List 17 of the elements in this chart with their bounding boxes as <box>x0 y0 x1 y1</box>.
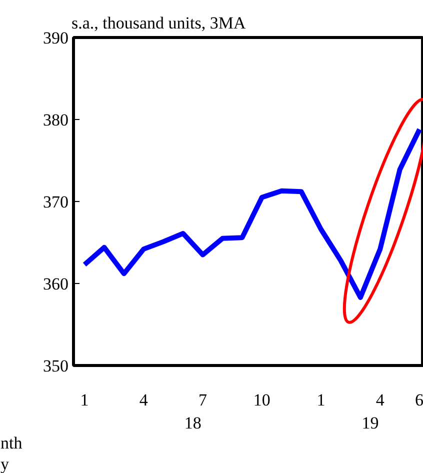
y-tick-label: 350 <box>43 356 68 376</box>
y-tick-label: 380 <box>43 110 68 130</box>
text: 19 <box>362 414 379 432</box>
x-tick-label: 1 <box>316 390 326 410</box>
x-tick-label: 10 <box>253 390 270 410</box>
y-tick-label: 370 <box>43 192 68 212</box>
x-tick-label: 4 <box>139 390 148 410</box>
y-tick-label: 390 <box>43 28 68 48</box>
text: y <box>0 454 10 473</box>
x-tick-label: 7 <box>198 390 208 410</box>
text: nth <box>0 434 23 452</box>
x-tick-label: 1 <box>80 390 89 410</box>
chart-title: s.a., thousand units, 3MA <box>72 14 246 32</box>
x-tick-label: 6 <box>415 390 423 410</box>
x-tick-label: 4 <box>376 390 385 410</box>
text: 18 <box>184 414 202 432</box>
y-tick-label: 360 <box>43 274 68 294</box>
